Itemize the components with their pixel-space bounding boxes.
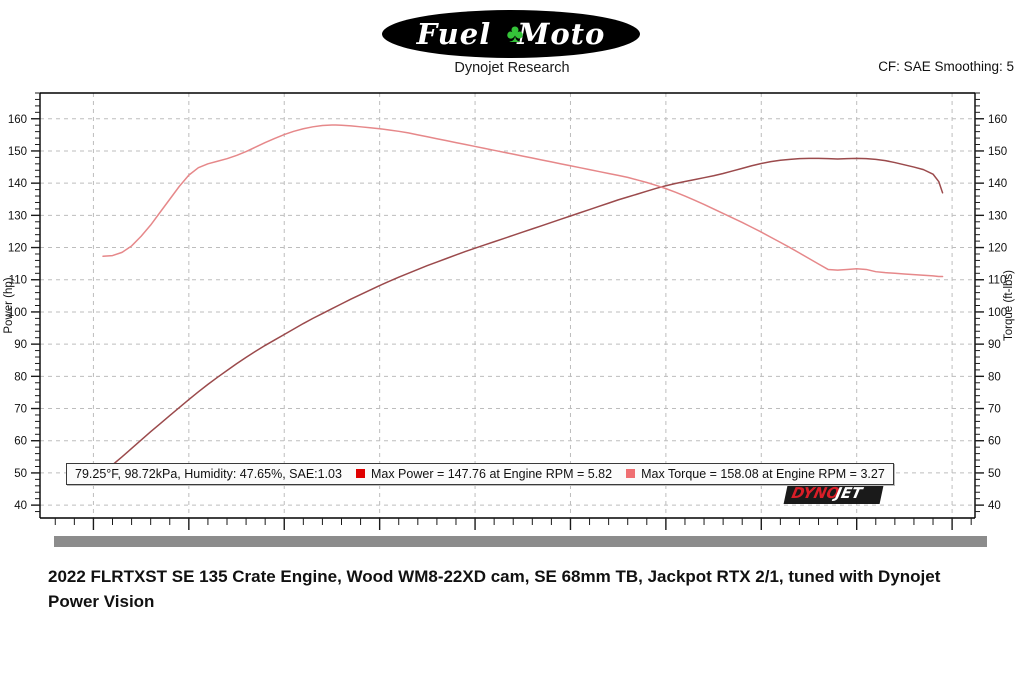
svg-text:JET: JET	[831, 484, 865, 502]
svg-text:150: 150	[988, 146, 1007, 158]
svg-text:90: 90	[988, 339, 1001, 351]
svg-text:80: 80	[988, 371, 1001, 383]
svg-text:110: 110	[988, 275, 1006, 287]
svg-text:60: 60	[988, 436, 1001, 448]
svg-text:90: 90	[14, 339, 27, 351]
svg-text:80: 80	[14, 371, 27, 383]
legend-torque-swatch	[626, 469, 636, 479]
svg-text:50: 50	[988, 468, 1001, 480]
legend-conditions: 79.25°F, 98.72kPa, Humidity: 47.65%, SAE…	[75, 466, 342, 481]
fuel-moto-logo: Fuel Moto ♣	[382, 10, 640, 58]
dyno-chart: 40 40 50 50 60 60 70 70 80 80 90 90 100 100 110 110 120 1…	[0, 88, 1024, 553]
chart-tick-marks	[31, 92, 987, 547]
svg-text:100: 100	[8, 307, 27, 319]
chart-legend: 79.25°F, 98.72kPa, Humidity: 47.65%, SAE…	[66, 462, 894, 485]
cf-smoothing-note: CF: SAE Smoothing: 5	[878, 59, 1014, 74]
chart-gridlines	[40, 93, 975, 518]
svg-text:160: 160	[988, 114, 1007, 126]
svg-text:140: 140	[8, 178, 27, 190]
svg-text:140: 140	[988, 178, 1007, 190]
svg-text:150: 150	[8, 146, 27, 158]
legend-max-torque: Max Torque = 158.08 at Engine RPM = 3.27	[641, 466, 885, 481]
svg-text:70: 70	[14, 404, 27, 416]
svg-text:70: 70	[988, 404, 1001, 416]
chart-caption: 2022 FLRTXST SE 135 Crate Engine, Wood W…	[48, 567, 941, 611]
svg-text:130: 130	[988, 210, 1007, 222]
svg-text:60: 60	[14, 436, 27, 448]
svg-text:160: 160	[8, 114, 27, 126]
chart-series	[102, 124, 944, 474]
svg-text:40: 40	[988, 500, 1001, 512]
svg-text:110: 110	[9, 275, 27, 287]
legend-power-swatch	[355, 469, 365, 479]
clover-icon: ♣	[506, 18, 524, 48]
svg-text:100: 100	[988, 307, 1007, 319]
logo-text: Fuel Moto	[416, 17, 606, 51]
legend-max-power: Max Power = 147.76 at Engine RPM = 5.82	[370, 466, 613, 481]
svg-text:120: 120	[988, 243, 1007, 255]
svg-text:50: 50	[14, 468, 27, 480]
dynojet-research-subtitle: Dynojet Research	[454, 60, 570, 76]
svg-text:Power (hp): Power (hp)	[3, 277, 15, 333]
dyno-chart-svg: 40 40 50 50 60 60 70 70 80 80 90 90 100 100 110 110 120 1…	[3, 92, 1015, 547]
logo-ellipse-shape	[382, 10, 640, 58]
svg-text:120: 120	[8, 243, 27, 255]
svg-text:DYNO: DYNO	[790, 484, 841, 502]
svg-text:40: 40	[14, 500, 27, 512]
svg-text:Torque (ft-lbs): Torque (ft-lbs)	[1003, 270, 1015, 341]
page-header: Fuel Moto ♣ Dynojet Research CF: SAE Smoo…	[0, 0, 1024, 88]
svg-text:130: 130	[8, 210, 27, 222]
chart-axis-labels: 40 40 50 50 60 60 70 70 80 80 90 90 100 100 110 110 120 1…	[3, 114, 1015, 512]
